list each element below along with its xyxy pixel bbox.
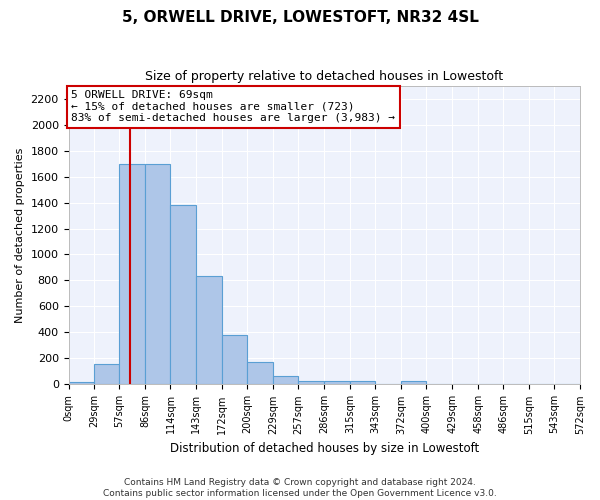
Bar [273, 376, 298, 384]
Bar [119, 164, 145, 384]
Bar [223, 335, 247, 384]
Bar [324, 381, 350, 384]
Text: 5 ORWELL DRIVE: 69sqm
← 15% of detached houses are smaller (723)
83% of semi-det: 5 ORWELL DRIVE: 69sqm ← 15% of detached … [71, 90, 395, 123]
X-axis label: Distribution of detached houses by size in Lowestoft: Distribution of detached houses by size … [170, 442, 479, 455]
Bar [145, 164, 170, 384]
Text: 5, ORWELL DRIVE, LOWESTOFT, NR32 4SL: 5, ORWELL DRIVE, LOWESTOFT, NR32 4SL [122, 10, 478, 25]
Bar [298, 380, 324, 384]
Title: Size of property relative to detached houses in Lowestoft: Size of property relative to detached ho… [145, 70, 503, 83]
Y-axis label: Number of detached properties: Number of detached properties [15, 148, 25, 322]
Bar [196, 276, 223, 384]
Bar [68, 382, 94, 384]
Bar [247, 362, 273, 384]
Bar [401, 381, 426, 384]
Bar [94, 364, 119, 384]
Text: Contains HM Land Registry data © Crown copyright and database right 2024.
Contai: Contains HM Land Registry data © Crown c… [103, 478, 497, 498]
Bar [170, 205, 196, 384]
Bar [350, 381, 375, 384]
